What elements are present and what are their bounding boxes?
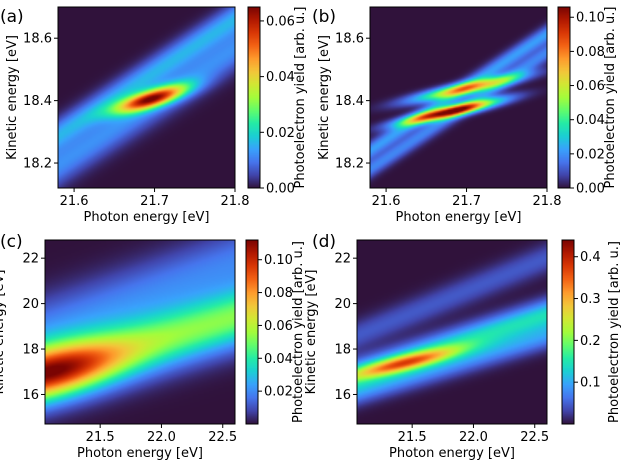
colorbar-tick-label: 0.3 <box>580 292 601 307</box>
y-axis-label: Kinetic energy [eV] <box>317 35 332 160</box>
colorbar-tick-label: 0.10 <box>576 11 605 26</box>
y-tick-label: 22 <box>22 252 39 267</box>
x-tick-label: 21.6 <box>372 194 401 209</box>
x-tick-label: 22.5 <box>520 430 549 445</box>
colorbar-tick-label: 0.00 <box>576 182 605 197</box>
x-tick-label: 21.7 <box>140 194 169 209</box>
colorbar-tick-label: 0.08 <box>264 286 293 301</box>
panel-label-a: (a) <box>0 7 24 27</box>
x-tick-label: 22.0 <box>147 430 176 445</box>
y-tick-label: 18.6 <box>23 32 52 47</box>
panel-label-c: (c) <box>0 232 23 252</box>
colorbar-frame <box>561 239 575 425</box>
x-tick-label: 22.0 <box>459 430 488 445</box>
panel-a: 21.6 21.7 21.8 18.2 18.4 18.6 Photon energy [e… <box>5 6 308 225</box>
heatmap-image <box>58 7 235 188</box>
colorbar-tick-label: 0.04 <box>266 70 295 85</box>
panel-c: 21.5 22.0 22.5 16 18 20 22 Photon energy [eV] Ki… <box>0 239 306 461</box>
y-tick-label: 20 <box>334 297 351 312</box>
x-axis-label: Photon energy [eV] <box>389 446 515 461</box>
plot-frame <box>44 239 236 425</box>
y-axis-label: Kinetic energy [eV] <box>304 270 319 395</box>
colorbar-label: Photoelectron yield [arb. u.] <box>291 241 306 423</box>
colorbar-label: Photoelectron yield [arb. u.] <box>607 241 622 423</box>
colorbar-tick-label: 0.10 <box>264 253 293 268</box>
panel-label-d: (d) <box>312 232 336 252</box>
panel-b: 21.6 21.7 21.8 18.2 18.4 18.6 Photon energy [e… <box>317 6 618 225</box>
colorbar-label: Photoelectron yield [arb. u.] <box>293 7 308 189</box>
x-tick-label: 21.7 <box>452 194 481 209</box>
colorbar-tick-label: 0.06 <box>576 79 605 94</box>
x-tick-label: 22.5 <box>208 430 237 445</box>
y-tick-label: 20 <box>22 297 39 312</box>
plot-frame <box>369 6 548 189</box>
x-tick-label: 21.5 <box>86 430 115 445</box>
heatmap-image <box>45 240 235 424</box>
y-tick-label: 22 <box>334 252 351 267</box>
heatmap-image <box>370 7 547 188</box>
y-axis-label: Kinetic energy [eV] <box>0 270 7 395</box>
colorbar-frame <box>557 6 571 189</box>
colorbar <box>246 240 258 424</box>
y-tick-label: 16 <box>22 388 39 403</box>
colorbar-tick-label: 0.00 <box>266 182 295 197</box>
colorbar-tick-label: 0.02 <box>266 126 295 141</box>
x-tick-label: 21.8 <box>221 194 250 209</box>
y-tick-label: 18.4 <box>23 94 52 109</box>
y-tick-label: 18.6 <box>335 32 364 47</box>
colorbar-frame <box>245 239 259 425</box>
y-axis-label: Kinetic energy [eV] <box>5 35 20 160</box>
colorbar <box>562 240 574 424</box>
panel-label-b: (b) <box>312 7 336 27</box>
colorbar-label: Photoelectron yield [arb. u.] <box>603 7 618 189</box>
x-axis-label: Photon energy [eV] <box>84 210 210 225</box>
x-tick-label: 21.6 <box>60 194 89 209</box>
y-tick-label: 18 <box>22 343 39 358</box>
colorbar-tick-label: 0.06 <box>264 319 293 334</box>
colorbar <box>558 7 570 188</box>
colorbar-tick-label: 0.06 <box>266 14 295 29</box>
colorbar <box>248 7 260 188</box>
y-tick-label: 18.2 <box>23 157 52 172</box>
panel-d: 21.5 22.0 22.5 16 18 20 22 Photon energy [eV] Ki… <box>304 239 622 461</box>
y-tick-label: 18.2 <box>335 157 364 172</box>
x-axis-label: Photon energy [eV] <box>396 210 522 225</box>
x-axis-label: Photon energy [eV] <box>77 446 203 461</box>
heatmap-image <box>357 240 547 424</box>
colorbar-tick-label: 0.02 <box>576 147 605 162</box>
y-tick-label: 18.4 <box>335 94 364 109</box>
colorbar-tick-label: 0.02 <box>264 385 293 400</box>
x-tick-label: 21.8 <box>533 194 562 209</box>
colorbar-tick-label: 0.04 <box>576 113 605 128</box>
colorbar-tick-label: 0.4 <box>580 250 601 265</box>
colorbar-tick-label: 0.2 <box>580 334 601 349</box>
colorbar-frame <box>247 6 261 189</box>
plot-frame <box>57 6 236 189</box>
colorbar-tick-label: 0.04 <box>264 352 293 367</box>
y-tick-label: 16 <box>334 388 351 403</box>
y-tick-label: 18 <box>334 343 351 358</box>
plot-frame <box>356 239 548 425</box>
colorbar-tick-label: 0.08 <box>576 45 605 60</box>
x-tick-label: 21.5 <box>398 430 427 445</box>
colorbar-tick-label: 0.1 <box>580 376 601 391</box>
